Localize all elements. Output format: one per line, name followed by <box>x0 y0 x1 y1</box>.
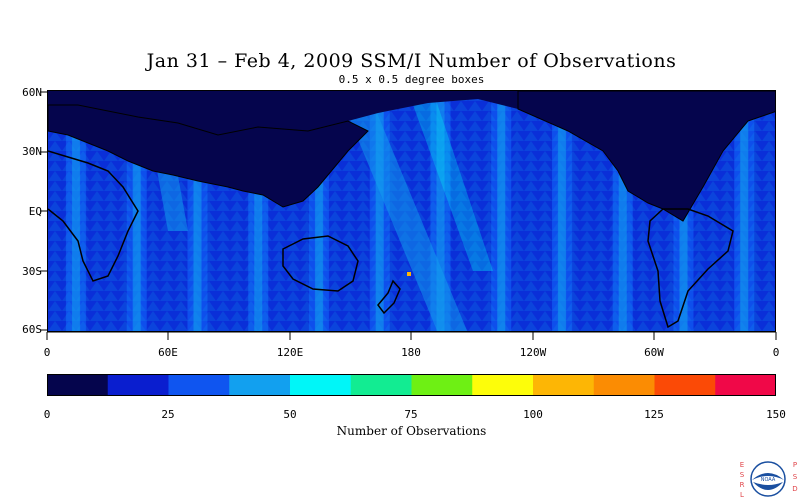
noaa-emblem <box>750 461 786 497</box>
colorbar-bin <box>168 374 230 396</box>
y-tick-label: 30N <box>22 145 42 158</box>
new-zealand-outline <box>377 279 401 315</box>
x-tick-label: 120W <box>519 346 547 359</box>
observation-map <box>47 90 776 332</box>
map-svg <box>48 91 775 331</box>
colorbar-bin <box>411 374 473 396</box>
logo-letter: D <box>792 485 797 493</box>
colorbar-bin <box>107 374 169 396</box>
north-america-land <box>517 91 775 222</box>
noaa-text: NOAA <box>761 477 776 483</box>
logo-letter: S <box>793 473 798 481</box>
colorbar-bin <box>654 374 716 396</box>
y-tick-label: EQ <box>28 205 42 218</box>
chart-title: Jan 31 – Feb 4, 2009 SSM/I Number of Obs… <box>146 50 677 72</box>
logo-letter: E <box>740 461 744 469</box>
logo-letter: L <box>740 491 744 499</box>
y-tick-label: 60S <box>22 323 42 336</box>
colorbar-bin <box>472 374 534 396</box>
australia-outline <box>282 235 359 292</box>
colorbar-bin <box>715 374 776 396</box>
y-tick-label: 30S <box>22 265 42 278</box>
colorbar-bin <box>47 374 109 396</box>
colorbar-tick-label: 125 <box>644 408 664 421</box>
colorbar-bin <box>290 374 352 396</box>
colorbar-tick-label: 150 <box>766 408 786 421</box>
colorbar-bin <box>593 374 655 396</box>
africa-outline <box>48 150 139 282</box>
logo-letter: S <box>740 471 745 479</box>
x-tick-label: 60E <box>158 346 178 359</box>
colorbar-tick-label: 100 <box>523 408 543 421</box>
logo-letter: P <box>793 461 797 469</box>
colorbar-tick-label: 75 <box>404 408 418 421</box>
colorbar-border <box>47 374 776 396</box>
x-tick-label: 180 <box>401 346 421 359</box>
noaa-logo: E S R L P S D NOAA <box>740 461 798 499</box>
south-america-outline <box>647 208 734 329</box>
colorbar <box>47 374 776 396</box>
colorbar-tick-label: 50 <box>283 408 297 421</box>
y-tick-label: 60N <box>22 86 42 99</box>
logo-letter: R <box>740 481 745 489</box>
eurasia-land <box>48 104 369 208</box>
colorbar-tick-label: 25 <box>161 408 175 421</box>
x-tick-label: 0 <box>772 346 780 359</box>
x-tick-label: 120E <box>276 346 304 359</box>
chart-subtitle: 0.5 x 0.5 degree boxes <box>338 73 485 86</box>
colorbar-bin <box>350 374 412 396</box>
colorbar-tick-label: 0 <box>43 408 51 421</box>
x-tick-label: 0 <box>43 346 51 359</box>
colorbar-bin <box>229 374 291 396</box>
high-count-pixel <box>407 272 411 276</box>
colorbar-label: Number of Observations <box>336 424 487 438</box>
colorbar-bin <box>533 374 595 396</box>
x-tick-label: 60W <box>644 346 664 359</box>
